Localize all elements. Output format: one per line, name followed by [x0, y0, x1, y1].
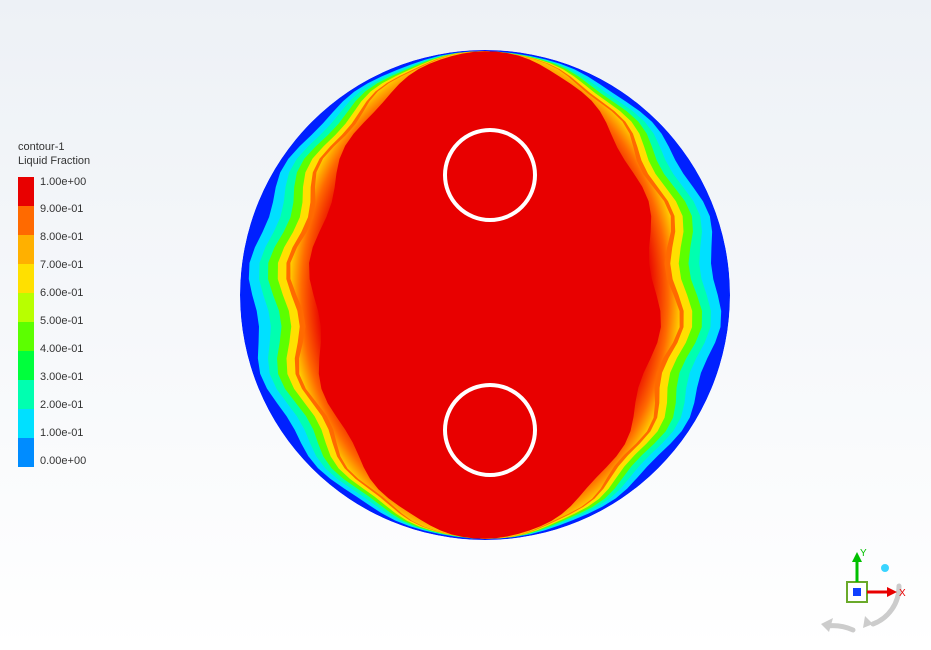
simulation-viewport[interactable]: contour-1 Liquid Fraction 1.00e+00 9.00e-…	[0, 0, 931, 650]
svg-text:Y: Y	[860, 548, 867, 559]
legend-label: 1.00e+00	[40, 177, 86, 188]
legend-body: 1.00e+00 9.00e-01 8.00e-01 7.00e-01 6.00e-01…	[18, 177, 90, 467]
legend-label: 5.00e-01	[40, 316, 86, 327]
legend-title-line: contour-1	[18, 140, 90, 154]
legend-color-segment	[18, 322, 34, 351]
legend-color-segment	[18, 264, 34, 293]
legend-color-bar	[18, 177, 34, 467]
legend-color-segment	[18, 438, 34, 467]
legend-labels: 1.00e+00 9.00e-01 8.00e-01 7.00e-01 6.00e-01…	[34, 177, 86, 467]
legend-color-segment	[18, 235, 34, 264]
legend-label: 3.00e-01	[40, 372, 86, 383]
legend-label: 6.00e-01	[40, 288, 86, 299]
legend-label: 8.00e-01	[40, 232, 86, 243]
legend-title: contour-1 Liquid Fraction	[18, 140, 90, 169]
legend-color-segment	[18, 380, 34, 409]
svg-text:X: X	[899, 588, 906, 599]
legend-label: 0.00e+00	[40, 456, 86, 467]
legend-color-segment	[18, 177, 34, 206]
legend-label: 1.00e-01	[40, 428, 86, 439]
legend-label: 2.00e-01	[40, 400, 86, 411]
legend-title-line: Liquid Fraction	[18, 154, 90, 168]
legend-label: 7.00e-01	[40, 260, 86, 271]
legend-label: 4.00e-01	[40, 344, 86, 355]
legend-color-segment	[18, 206, 34, 235]
legend-color-segment	[18, 409, 34, 438]
legend-color-segment	[18, 293, 34, 322]
contour-plot	[235, 45, 735, 545]
legend-color-segment	[18, 351, 34, 380]
axis-triad[interactable]: YX	[803, 526, 913, 636]
legend-label: 9.00e-01	[40, 204, 86, 215]
color-legend: contour-1 Liquid Fraction 1.00e+00 9.00e-…	[18, 140, 90, 467]
